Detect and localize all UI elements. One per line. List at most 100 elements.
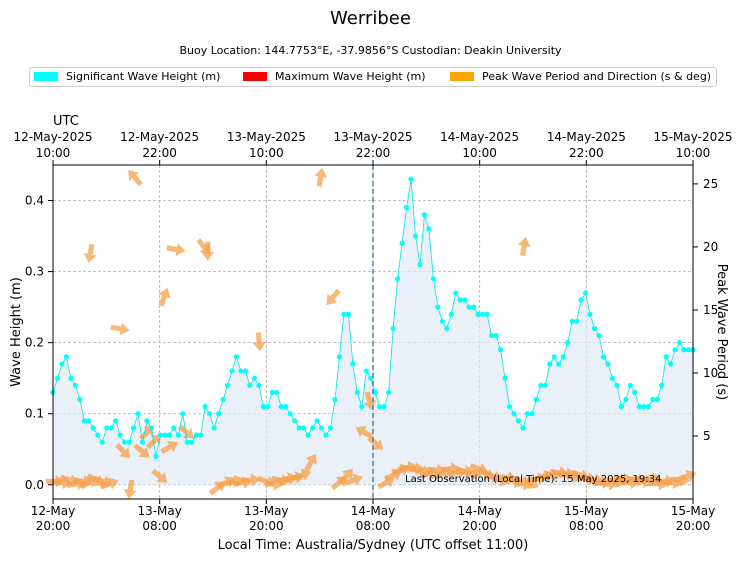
- sig-wave-point: [372, 389, 378, 396]
- sig-wave-point: [59, 361, 65, 367]
- sig-wave-point: [95, 432, 101, 438]
- sig-wave-point: [453, 290, 459, 296]
- sig-wave-point: [542, 382, 548, 388]
- direction-arrow: [314, 167, 328, 187]
- sig-wave-point: [72, 382, 78, 388]
- sig-wave-point: [104, 425, 110, 431]
- y-tick-label: 0.4: [25, 194, 44, 208]
- sig-wave-point: [202, 404, 208, 410]
- direction-arrow: [123, 479, 137, 499]
- sig-wave-point: [430, 276, 437, 282]
- direction-arrow: [133, 443, 150, 458]
- legend: Significant Wave Height (m) Maximum Wave…: [29, 67, 717, 87]
- sig-wave-point: [641, 404, 647, 410]
- direction-arrow: [304, 453, 317, 472]
- sig-wave-point: [390, 325, 396, 332]
- sig-wave-point: [354, 389, 360, 396]
- x-tick-label-date: 15-May: [671, 504, 715, 518]
- x-tick-label-time: 20:00: [249, 519, 284, 533]
- sig-wave-point: [663, 354, 669, 360]
- sig-wave-point: [90, 425, 96, 431]
- sig-wave-point: [672, 347, 678, 353]
- sig-wave-point: [493, 332, 499, 339]
- sig-wave-point: [292, 418, 298, 424]
- sig-wave-point: [676, 340, 683, 346]
- sig-wave-point: [408, 176, 414, 182]
- direction-arrow: [158, 287, 171, 307]
- sig-wave-point: [122, 439, 128, 445]
- sig-wave-point: [623, 396, 629, 403]
- sig-wave-point: [444, 325, 450, 332]
- sig-wave-point: [363, 368, 369, 374]
- y2-tick-label: 15: [703, 303, 718, 317]
- top-tick-label-time: 22:00: [356, 146, 391, 160]
- direction-arrow: [517, 237, 531, 257]
- sig-wave-point: [591, 325, 598, 332]
- sig-wave-point: [466, 304, 472, 310]
- top-tick-label-time: 10:00: [462, 146, 497, 160]
- top-axis-label: UTC: [53, 114, 79, 129]
- top-tick-label-time: 10:00: [36, 146, 71, 160]
- sig-wave-point: [157, 432, 164, 438]
- legend-label: Significant Wave Height (m): [66, 70, 221, 83]
- x-tick-label-time: 08:00: [569, 519, 604, 533]
- sig-wave-point: [215, 411, 222, 417]
- direction-arrow: [355, 426, 374, 439]
- sig-wave-point: [309, 425, 316, 431]
- x-tick-label-time: 08:00: [356, 519, 391, 533]
- direction-arrow: [128, 169, 143, 187]
- sig-wave-point: [435, 304, 441, 310]
- sig-wave-point: [645, 404, 651, 410]
- top-tick-label-date: 14-May-2025: [547, 130, 626, 144]
- top-tick-label-date: 12-May-2025: [13, 130, 92, 144]
- sig-wave-point: [471, 304, 477, 310]
- legend-swatch-orange: [450, 72, 474, 81]
- y2-tick-label: 10: [703, 366, 718, 380]
- sig-wave-point: [108, 425, 114, 431]
- top-tick-label-time: 10:00: [249, 146, 284, 160]
- sig-wave-point: [386, 389, 392, 396]
- direction-arrow: [377, 476, 395, 490]
- sig-wave-point: [162, 432, 168, 438]
- sig-wave-point: [265, 404, 271, 410]
- sig-wave-point: [565, 340, 571, 346]
- sig-wave-point: [247, 382, 253, 388]
- sig-wave-point: [421, 212, 428, 218]
- x-axis-label: Local Time: Australia/Sydney (UTC offset…: [218, 538, 529, 553]
- last-observation-annotation: Last Observation (Local Time): 15 May 20…: [405, 474, 661, 485]
- sig-wave-point: [305, 432, 311, 438]
- sig-wave-point: [63, 354, 70, 360]
- sig-wave-point: [497, 347, 504, 353]
- direction-arrow: [99, 477, 119, 490]
- top-tick-label-date: 13-May-2025: [227, 130, 306, 144]
- sig-wave-point: [502, 375, 508, 381]
- sig-wave-point: [274, 389, 280, 396]
- legend-item-max-wave: Maximum Wave Height (m): [243, 70, 426, 83]
- sig-wave-point: [574, 318, 580, 324]
- sig-wave-point: [547, 361, 553, 367]
- sig-wave-point: [126, 439, 132, 445]
- x-tick-label-time: 20:00: [462, 519, 497, 533]
- sig-wave-point: [650, 396, 656, 403]
- sig-wave-point: [529, 411, 535, 417]
- sig-wave-point: [462, 297, 468, 303]
- sig-wave-point: [148, 425, 155, 431]
- sig-wave-point: [81, 418, 87, 424]
- sig-wave-point: [130, 425, 137, 431]
- sig-wave-point: [618, 404, 624, 410]
- sig-wave-point: [189, 439, 195, 445]
- x-tick-label-date: 12-May: [31, 504, 75, 518]
- sig-wave-point: [175, 432, 181, 438]
- sig-wave-point: [171, 425, 177, 431]
- sig-wave-point: [412, 233, 419, 239]
- sig-wave-point: [238, 368, 244, 374]
- sig-wave-point: [659, 382, 665, 388]
- sig-wave-point: [283, 404, 289, 410]
- top-tick-label-date: 14-May-2025: [440, 130, 519, 144]
- y2-axis-label: Peak Wave Period (s): [714, 264, 729, 400]
- sig-wave-point: [301, 425, 307, 431]
- axes: 0.00.10.20.30.451015202512-May20:0013-Ma…: [13, 130, 732, 533]
- direction-arrow: [677, 469, 697, 483]
- sig-wave-point: [233, 354, 240, 360]
- sig-wave-point: [596, 332, 602, 339]
